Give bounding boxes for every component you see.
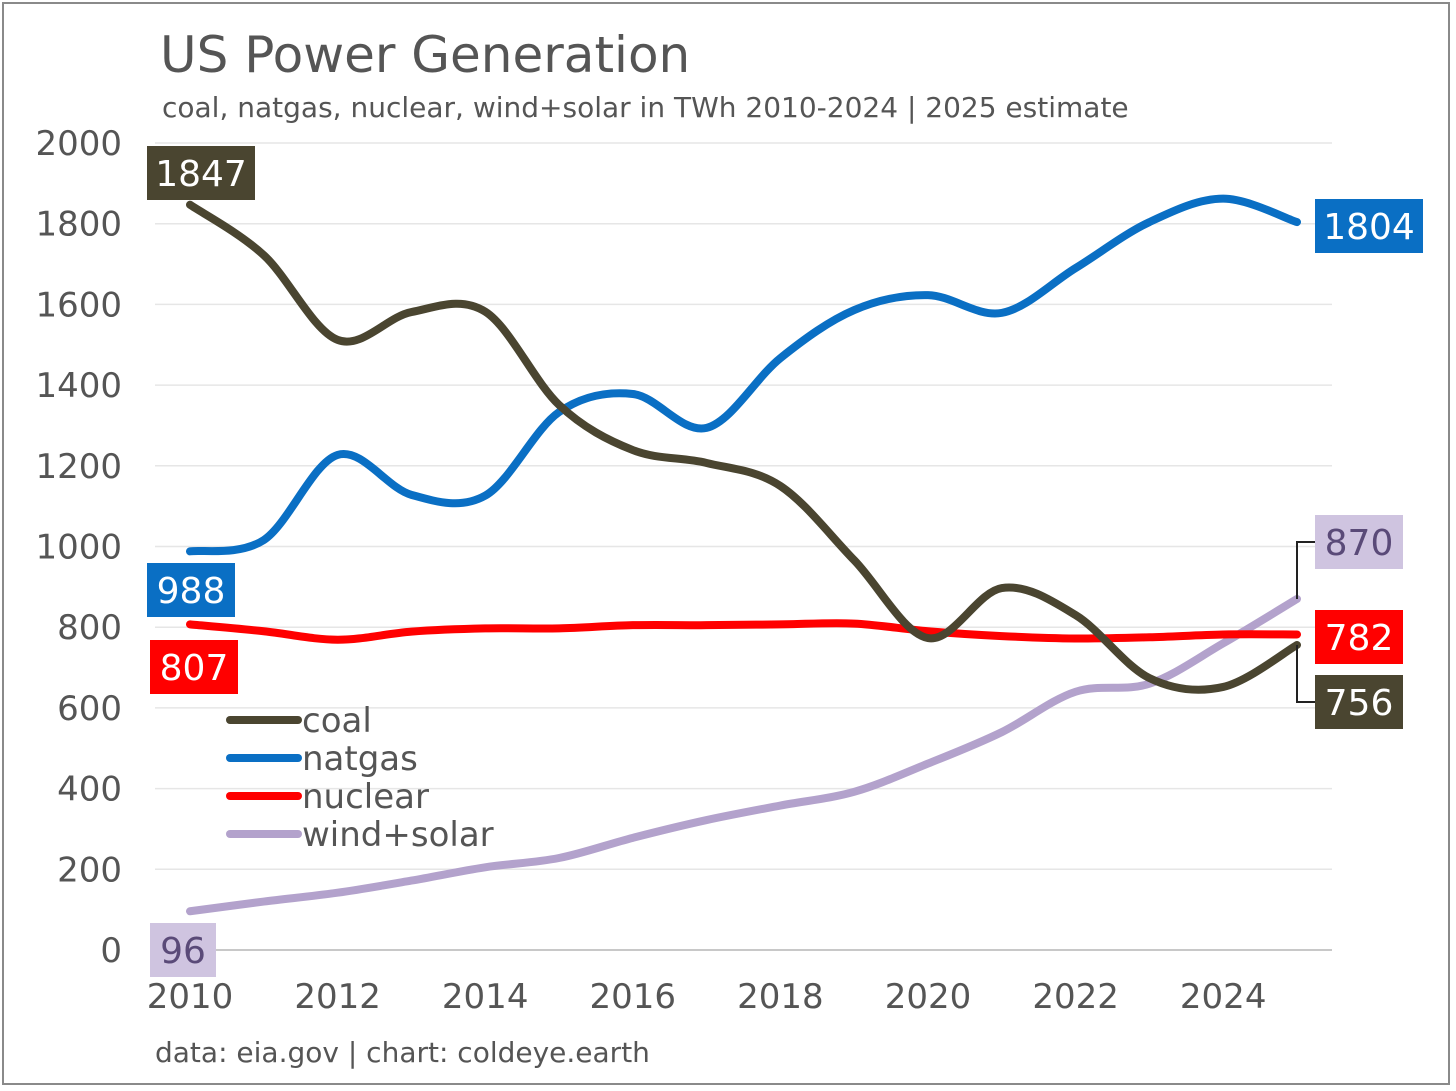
legend-item-wind-solar: wind+solar	[226, 815, 494, 855]
leader-line-coal	[1296, 644, 1315, 703]
data-labels: 1847 756 988 1804 807 782 96 870	[147, 146, 1423, 977]
series-line-coal	[186, 200, 1301, 694]
chart-subtitle: coal, natgas, nuclear, wind+solar in TWh…	[162, 91, 1129, 124]
legend-label: coal	[302, 701, 372, 741]
series-line-wind-solar	[186, 594, 1301, 916]
label-box	[147, 146, 255, 200]
legend-item-nuclear: nuclear	[226, 777, 429, 817]
label-box	[1315, 675, 1403, 729]
label-text: 1847	[155, 154, 247, 195]
x-tick-label: 2020	[885, 977, 972, 1017]
y-tick-label: 1600	[35, 285, 122, 325]
y-tick-label: 200	[57, 850, 122, 890]
label-box	[150, 923, 216, 977]
x-tick-label: 2012	[294, 977, 381, 1017]
gridlines	[155, 142, 1332, 951]
label-text: 1804	[1323, 207, 1415, 248]
label-text: 96	[160, 931, 206, 972]
y-tick-label: 1200	[35, 447, 122, 487]
series-line-natgas	[186, 194, 1301, 556]
legend-item-coal: coal	[226, 701, 372, 741]
series-lines	[186, 194, 1301, 916]
legend-label: wind+solar	[302, 815, 494, 855]
data-label-end-natgas: 1804	[1315, 199, 1423, 253]
chart-credit: data: eia.gov | chart: coldeye.earth	[155, 1036, 650, 1069]
label-box	[1315, 515, 1403, 569]
y-tick-label: 400	[57, 770, 122, 810]
y-tick-label: 1400	[35, 366, 122, 406]
x-tick-label: 2016	[590, 977, 677, 1017]
label-text: 756	[1325, 683, 1394, 724]
legend-item-natgas: natgas	[226, 739, 418, 779]
label-box	[1315, 199, 1423, 253]
y-tick-label: 2000	[35, 124, 122, 164]
label-box	[1315, 610, 1403, 664]
x-tick-label: 2024	[1180, 977, 1267, 1017]
label-text: 782	[1325, 618, 1394, 659]
label-box	[147, 563, 235, 617]
data-label-start-coal: 1847	[147, 146, 255, 200]
label-text: 988	[157, 571, 226, 612]
label-box	[150, 640, 238, 694]
chart-title: US Power Generation	[160, 26, 690, 84]
x-tick-label: 2014	[442, 977, 529, 1017]
data-label-start-natgas: 988	[147, 563, 235, 617]
leader-line-wind-solar	[1296, 541, 1315, 599]
y-tick-label: 1800	[35, 205, 122, 245]
y-tick-label: 1000	[35, 528, 122, 568]
x-axis: 2010 2012 2014 2016 2018 2020 2022 2024	[147, 977, 1267, 1017]
x-tick-label: 2018	[737, 977, 824, 1017]
data-label-end-nuclear: 782	[1315, 610, 1403, 664]
data-label-end-coal: 756	[1315, 675, 1403, 729]
x-tick-label: 2010	[147, 977, 234, 1017]
y-tick-label: 600	[57, 689, 122, 729]
series-line-nuclear	[186, 619, 1301, 644]
x-tick-label: 2022	[1032, 977, 1119, 1017]
label-text: 870	[1325, 523, 1394, 564]
y-tick-label: 0	[100, 931, 122, 971]
y-tick-label: 800	[57, 608, 122, 648]
y-axis: 0 200 400 600 800 1000 1200 1400 1600 1800 2000	[35, 124, 122, 971]
legend-label: natgas	[302, 739, 418, 779]
legend-label: nuclear	[302, 777, 429, 817]
data-label-end-wind-solar: 870	[1315, 515, 1403, 569]
data-label-start-nuclear: 807	[150, 640, 238, 694]
data-label-start-wind-solar: 96	[150, 923, 216, 977]
label-text: 807	[160, 648, 229, 689]
